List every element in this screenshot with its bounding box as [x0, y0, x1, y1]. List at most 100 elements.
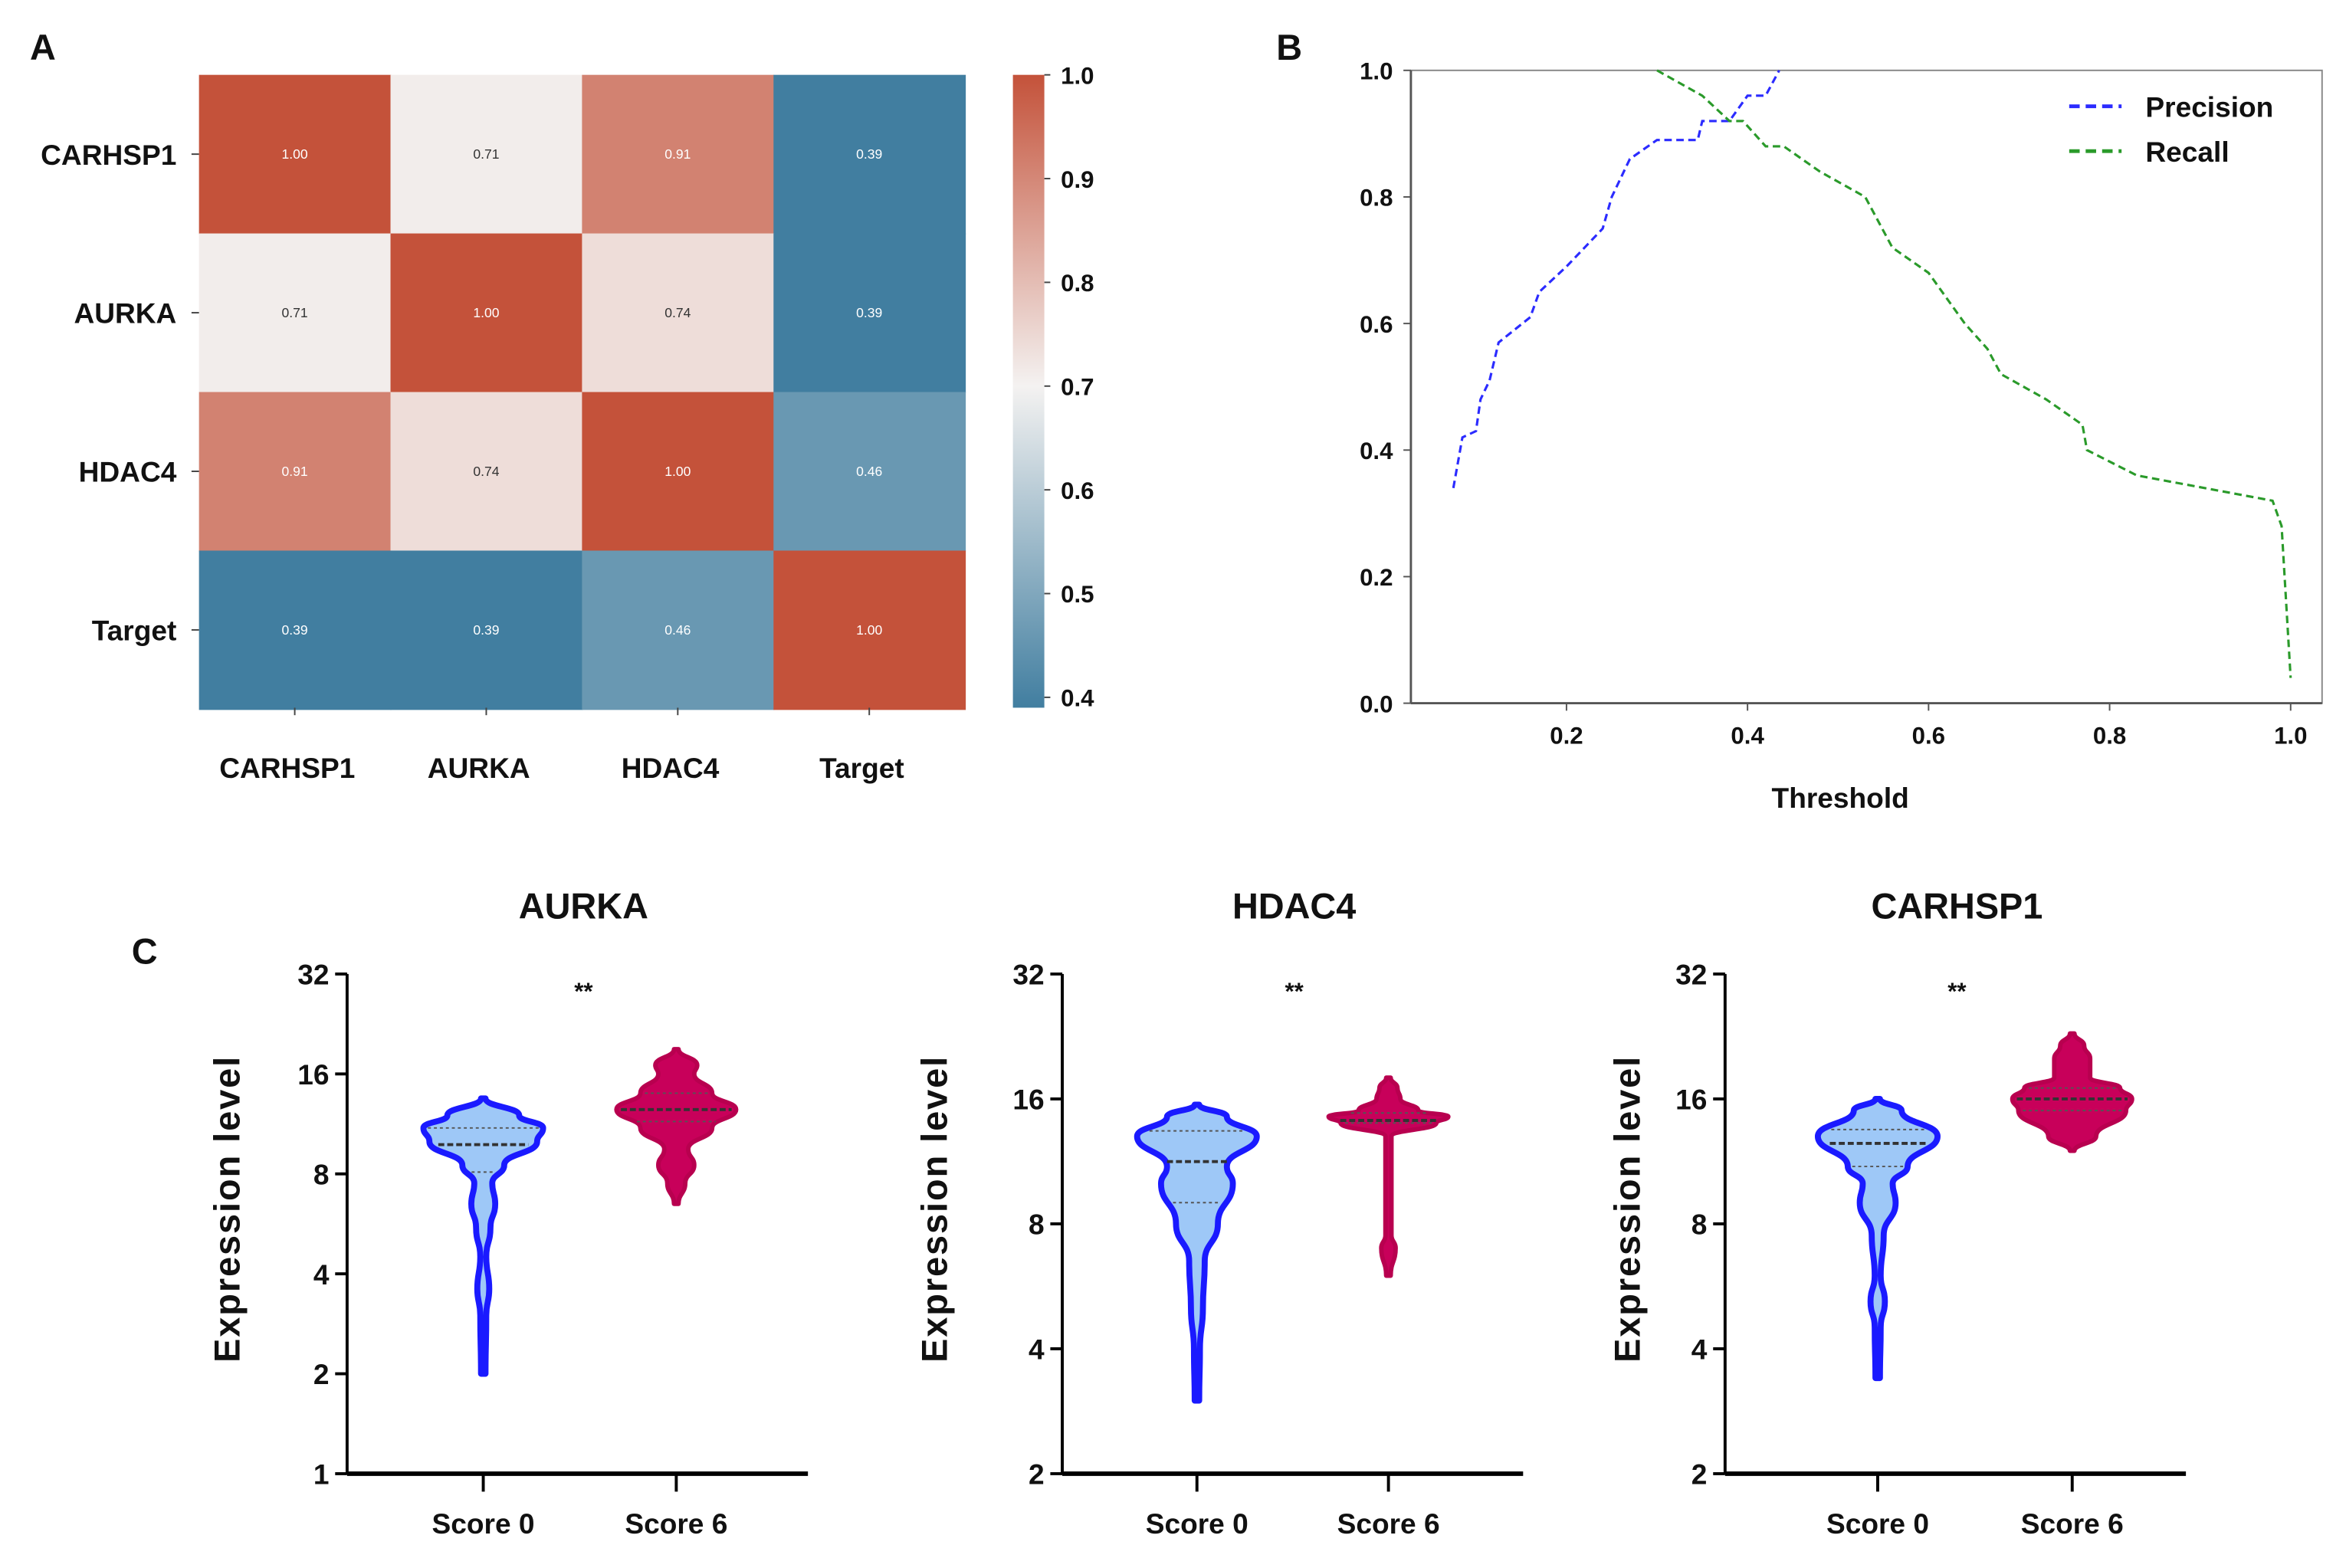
y-tick-label: 8 — [313, 1158, 330, 1190]
x-tick-label: Score 0 — [432, 1507, 535, 1540]
heatmap-cell — [390, 74, 583, 235]
y-tick-label: 16 — [1675, 1084, 1707, 1116]
x-tick-label: 0.2 — [1550, 722, 1583, 749]
row-label: CARHSP1 — [41, 139, 176, 171]
violin-score-0 — [1134, 1101, 1260, 1404]
heatmap-cell — [199, 550, 392, 710]
y-tick-label: 32 — [1012, 959, 1044, 991]
column-label: AURKA — [428, 752, 530, 784]
panel-label-c: C — [132, 931, 158, 971]
y-tick-label: 1.0 — [1360, 58, 1393, 85]
row-label: HDAC4 — [79, 456, 177, 488]
y-tick-label: 0.4 — [1360, 438, 1393, 464]
y-axis-title: Expression level — [915, 1055, 955, 1363]
violin-plot-carhsp1: CARHSP1 ** Expression level 2 4 8 16 32 Score 0 S… — [1608, 887, 2187, 1540]
cell-value-label: 0.39 — [281, 622, 307, 638]
significance-marker: ** — [1285, 978, 1304, 1005]
legend-label: Recall — [2145, 136, 2229, 168]
cell-value-label: 1.00 — [856, 622, 882, 638]
colorbar-tick-label: 1.0 — [1061, 62, 1094, 89]
y-tick-label: 32 — [1675, 959, 1707, 991]
violin-score-6 — [614, 1047, 739, 1206]
cell-value-label: 0.91 — [664, 146, 691, 162]
heatmap-cell — [773, 550, 966, 710]
colorbar-tick-label: 0.9 — [1061, 166, 1094, 193]
heatmap-cell — [199, 74, 392, 235]
y-tick-label: 0.2 — [1360, 564, 1393, 591]
row-label: AURKA — [74, 297, 176, 330]
cell-value-label: 0.46 — [664, 622, 691, 638]
colorbar-tick-label: 0.4 — [1061, 685, 1094, 712]
heatmap-cell — [390, 550, 583, 710]
y-axis-title: Expression level — [1608, 1055, 1648, 1363]
y-tick-label: 2 — [1691, 1458, 1708, 1491]
y-tick-label: 8 — [1029, 1209, 1045, 1241]
heatmap-cell — [582, 392, 775, 552]
heatmap-cell — [390, 392, 583, 552]
x-tick-label: Score 6 — [1337, 1507, 1440, 1540]
cell-value-label: 0.39 — [856, 146, 882, 162]
significance-marker: ** — [574, 978, 593, 1005]
violin-score-0 — [420, 1095, 546, 1377]
cell-value-label: 0.46 — [856, 464, 882, 479]
y-tick-label: 16 — [1012, 1084, 1044, 1116]
y-tick-label: 2 — [1029, 1458, 1045, 1491]
heatmap-cell — [773, 392, 966, 552]
x-tick-label: Score 6 — [625, 1507, 727, 1540]
colorbar-tick-label: 0.6 — [1061, 477, 1094, 504]
y-tick-label: 16 — [297, 1058, 329, 1091]
y-tick-label: 4 — [313, 1258, 330, 1291]
cell-value-label: 0.74 — [473, 464, 499, 479]
cell-value-label: 0.71 — [473, 146, 499, 162]
cell-value-label: 1.00 — [281, 146, 307, 162]
heatmap-cell — [582, 550, 775, 710]
plot-title: CARHSP1 — [1872, 887, 2043, 927]
column-label: Target — [819, 752, 904, 784]
y-axis-title: Expression level — [207, 1055, 247, 1363]
violin-score-0 — [1814, 1096, 1941, 1382]
colorbar-tick-label: 0.5 — [1061, 581, 1094, 608]
plot-title: HDAC4 — [1232, 887, 1356, 927]
precision-recall-panel: 0.2 0.4 0.6 0.8 1.0 0.0 0.2 0.4 0.6 0.8 1.0 Thresho… — [1360, 58, 2323, 814]
cell-value-label: 0.39 — [473, 622, 499, 638]
plot-title: AURKA — [519, 887, 648, 927]
colorbar — [1012, 74, 1045, 708]
x-tick-label: 1.0 — [2274, 722, 2307, 749]
panel-label-a: A — [30, 28, 56, 67]
series-line-recall — [1656, 69, 2292, 678]
heatmap-cell — [773, 74, 966, 235]
heatmap-cell — [390, 233, 583, 393]
x-tick-label: Score 6 — [2021, 1507, 2124, 1540]
cell-value-label: 1.00 — [473, 305, 499, 320]
column-label: HDAC4 — [622, 752, 720, 784]
y-tick-label: 4 — [1691, 1333, 1708, 1366]
y-tick-label: 32 — [297, 959, 329, 991]
y-tick-label: 0.6 — [1360, 311, 1393, 338]
violin-plot-aurka: AURKA ** Expression level 1 2 4 8 16 32 Score 0 Sc… — [207, 887, 809, 1540]
violin-score-6 — [1326, 1075, 1451, 1278]
heatmap-panel: 1.00 0.71 0.91 0.39 0.71 1.00 0.74 0.39 0.91 0.74… — [41, 62, 1094, 784]
column-label: CARHSP1 — [219, 752, 355, 784]
y-tick-label: 8 — [1691, 1209, 1708, 1241]
cell-value-label: 0.74 — [664, 305, 691, 320]
heatmap-cell — [199, 392, 392, 552]
y-tick-label: 0.0 — [1360, 691, 1393, 717]
x-tick-label: Score 0 — [1826, 1507, 1929, 1540]
significance-marker: ** — [1947, 978, 1967, 1005]
legend-label: Precision — [2145, 90, 2273, 123]
violin-panel: AURKA ** Expression level 1 2 4 8 16 32 Score 0 Sc… — [207, 887, 2187, 1540]
panel-label-b: B — [1276, 28, 1302, 67]
x-axis-title: Threshold — [1772, 782, 1909, 814]
heatmap-cell — [582, 74, 775, 235]
heatmap-cell — [773, 233, 966, 393]
y-tick-label: 1 — [313, 1458, 330, 1491]
y-tick-label: 2 — [313, 1358, 330, 1390]
series-line-precision — [1452, 70, 1780, 489]
colorbar-tick-label: 0.7 — [1061, 374, 1094, 401]
violin-plot-hdac4: HDAC4 ** Expression level 2 4 8 16 32 Score 0 Sco… — [915, 887, 1524, 1540]
x-tick-label: 0.8 — [2093, 722, 2126, 749]
heatmap-cell — [199, 233, 392, 393]
x-tick-label: 0.6 — [1912, 722, 1945, 749]
cell-value-label: 0.71 — [281, 305, 307, 320]
